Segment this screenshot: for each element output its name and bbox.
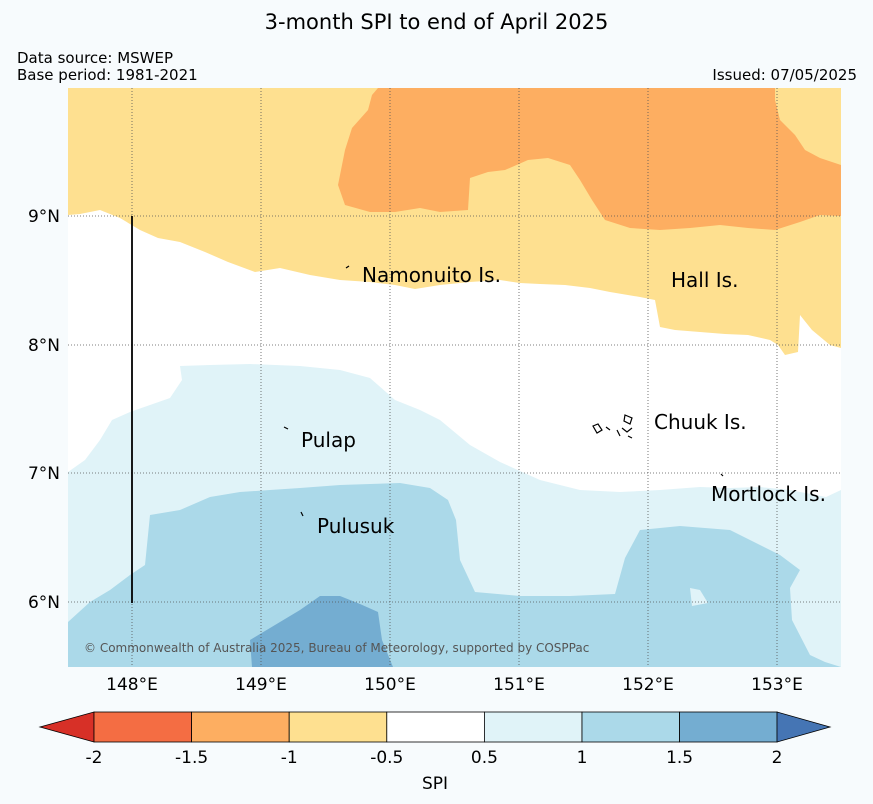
colorbar-tick-label: 1.5 bbox=[666, 748, 693, 768]
mortlock-island-shape bbox=[720, 473, 724, 477]
colorbar-axis-label: SPI bbox=[422, 774, 448, 794]
y-tick-label: 9°N bbox=[28, 207, 60, 227]
y-tick-label: 7°N bbox=[28, 464, 60, 484]
gridlines bbox=[68, 88, 841, 667]
x-tick-label: 152°E bbox=[622, 675, 674, 695]
place-labels: Namonuito Is. Hall Is. Pulap Chuuk Is. P… bbox=[301, 263, 826, 538]
pulusuk-island-shape bbox=[300, 511, 304, 517]
colorbar-tick-label: -1 bbox=[281, 748, 298, 768]
place-label-mortlock: Mortlock Is. bbox=[711, 482, 826, 506]
colorbar-segment bbox=[93, 711, 192, 743]
x-tick-label: 150°E bbox=[364, 675, 416, 695]
y-tick-label: 6°N bbox=[28, 593, 60, 613]
wet-zone-hole bbox=[690, 588, 708, 606]
colorbar-segment bbox=[191, 711, 290, 743]
place-label-namonuito: Namonuito Is. bbox=[362, 263, 501, 287]
colorbar-under-arrow bbox=[38, 711, 95, 743]
x-tick-label: 149°E bbox=[235, 675, 287, 695]
place-label-pulusuk: Pulusuk bbox=[317, 514, 395, 538]
x-tick-label: 153°E bbox=[751, 675, 803, 695]
colorbar-segment bbox=[581, 711, 680, 743]
dry-zone-inner bbox=[486, 180, 504, 198]
colorbar-ticks: -2 -1.5 -1 -0.5 0.5 1 1.5 2 bbox=[86, 748, 783, 768]
colorbar-over-arrow bbox=[776, 711, 832, 743]
colorbar-tick-label: -0.5 bbox=[370, 748, 403, 768]
map-area: © Commonwealth of Australia 2025, Bureau… bbox=[68, 88, 841, 667]
very-wet-zone bbox=[250, 596, 393, 667]
dry-zone-edge bbox=[775, 88, 841, 165]
colorbar-tick-label: -2 bbox=[86, 748, 103, 768]
place-label-chuuk: Chuuk Is. bbox=[654, 410, 747, 434]
y-axis-ticks: 9°N 8°N 7°N 6°N bbox=[28, 207, 60, 613]
issued-date-label: Issued: 07/05/2025 bbox=[712, 66, 857, 84]
place-label-hall: Hall Is. bbox=[671, 268, 738, 292]
colorbar-segment bbox=[679, 711, 778, 743]
colorbar-tick-label: -1.5 bbox=[175, 748, 208, 768]
data-source-label: Data source: MSWEP bbox=[17, 49, 174, 67]
x-tick-label: 151°E bbox=[493, 675, 545, 695]
colorbar-tick-label: 2 bbox=[772, 748, 783, 768]
chuuk-island-shape bbox=[592, 414, 633, 439]
x-axis-ticks: 148°E 149°E 150°E 151°E 152°E 153°E bbox=[106, 675, 803, 695]
pulap-island-shape bbox=[283, 426, 289, 430]
islands bbox=[283, 265, 724, 517]
colorbar: -2 -1.5 -1 -0.5 0.5 1 1.5 2 SPI bbox=[38, 711, 832, 794]
namonuito-island-shape bbox=[345, 265, 350, 269]
colorbar-segment bbox=[483, 711, 583, 743]
colorbar-tick-label: 0.5 bbox=[471, 748, 498, 768]
colorbar-segment bbox=[386, 711, 485, 743]
colorbar-segment bbox=[288, 711, 388, 743]
place-label-pulap: Pulap bbox=[301, 428, 356, 452]
base-period-label: Base period: 1981-2021 bbox=[17, 66, 198, 84]
x-tick-label: 148°E bbox=[106, 675, 158, 695]
map-title: 3-month SPI to end of April 2025 bbox=[264, 10, 609, 34]
colorbar-tick-label: 1 bbox=[577, 748, 588, 768]
dry-zone bbox=[338, 88, 841, 230]
copyright-notice: © Commonwealth of Australia 2025, Bureau… bbox=[84, 641, 589, 655]
y-tick-label: 8°N bbox=[28, 336, 60, 356]
